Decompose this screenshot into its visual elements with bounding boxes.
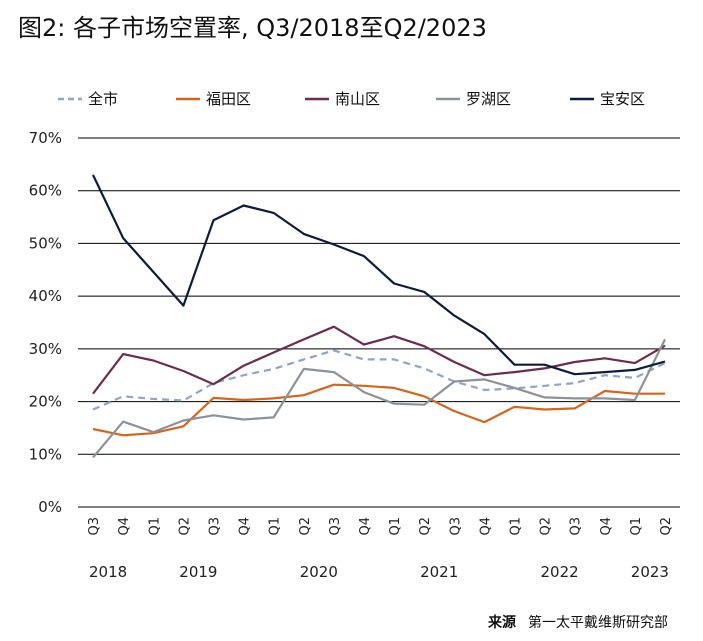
x-tick-label: Q2 <box>177 517 192 536</box>
source-label: 来源 <box>487 614 516 631</box>
legend-item: 南山区 <box>305 90 380 108</box>
x-tick-label: Q1 <box>388 517 403 536</box>
year-label: 2020 <box>300 563 338 581</box>
x-tick-label: Q4 <box>238 517 253 536</box>
year-labels: 2018 2019 2020 2021 2022 2023 <box>89 563 669 581</box>
grid <box>78 137 680 508</box>
chart-title: 图2: 各子市场空置率, Q3/2018至Q2/2023 <box>18 14 487 42</box>
y-tick-label: 0% <box>38 498 62 516</box>
y-tick-label: 30% <box>29 340 62 358</box>
series-line <box>92 338 666 459</box>
x-tick-label: Q2 <box>418 517 433 536</box>
y-tick-label: 60% <box>29 182 62 200</box>
x-tick-label: Q4 <box>599 517 614 536</box>
series-line <box>92 325 666 395</box>
legend-item: 全市 <box>58 90 118 108</box>
legend: 全市 福田区 南山区 罗湖区 宝安区 <box>58 90 645 108</box>
x-tick-label: Q3 <box>328 517 343 536</box>
series-lines <box>92 174 666 459</box>
year-label: 2019 <box>179 563 217 581</box>
x-tick-label: Q1 <box>629 517 644 536</box>
y-axis: 0% 10% 20% 30% 40% 50% 60% 70% <box>29 129 62 516</box>
x-tick-label: Q1 <box>268 517 283 536</box>
x-tick-label: Q2 <box>659 517 674 536</box>
legend-label: 全市 <box>88 90 118 108</box>
legend-item: 福田区 <box>176 90 251 108</box>
x-tick-label: Q2 <box>539 517 554 536</box>
y-tick-label: 10% <box>29 445 62 463</box>
y-tick-label: 20% <box>29 393 62 411</box>
legend-item: 宝安区 <box>570 90 645 108</box>
legend-label: 罗湖区 <box>466 90 511 108</box>
year-label: 2021 <box>420 563 458 581</box>
legend-label: 福田区 <box>206 90 251 108</box>
x-tick-label: Q3 <box>569 517 584 536</box>
legend-label: 宝安区 <box>600 90 645 108</box>
year-label: 2023 <box>631 563 669 581</box>
x-tick-label: Q4 <box>358 517 373 536</box>
x-tick-label: Q4 <box>117 517 132 536</box>
series-line <box>92 383 665 437</box>
legend-label: 南山区 <box>335 90 380 108</box>
legend-item: 罗湖区 <box>436 90 511 108</box>
x-tick-label: Q3 <box>207 517 222 536</box>
source-note: 来源 第一太平戴维斯研究部 <box>487 614 668 631</box>
y-tick-label: 40% <box>29 287 62 305</box>
series-line <box>92 174 666 376</box>
source-text: 第一太平戴维斯研究部 <box>528 614 668 631</box>
x-tick-label: Q2 <box>298 517 313 536</box>
series-line <box>92 349 666 411</box>
x-tick-label: Q1 <box>147 517 162 536</box>
y-tick-label: 50% <box>29 234 62 252</box>
year-label: 2018 <box>89 563 127 581</box>
y-tick-label: 70% <box>29 129 62 147</box>
x-tick-label: Q3 <box>87 517 102 536</box>
year-label: 2022 <box>541 563 579 581</box>
x-tick-label: Q1 <box>508 517 523 536</box>
x-tick-label: Q3 <box>448 517 463 536</box>
x-tick-label: Q4 <box>478 517 493 536</box>
x-axis: Q3 Q4 Q1 Q2 Q3 Q4 Q1 Q2 Q3 Q4 Q1 Q2 Q3 Q4 Q1 Q2 Q3 Q4 Q1 Q2 <box>87 517 674 536</box>
